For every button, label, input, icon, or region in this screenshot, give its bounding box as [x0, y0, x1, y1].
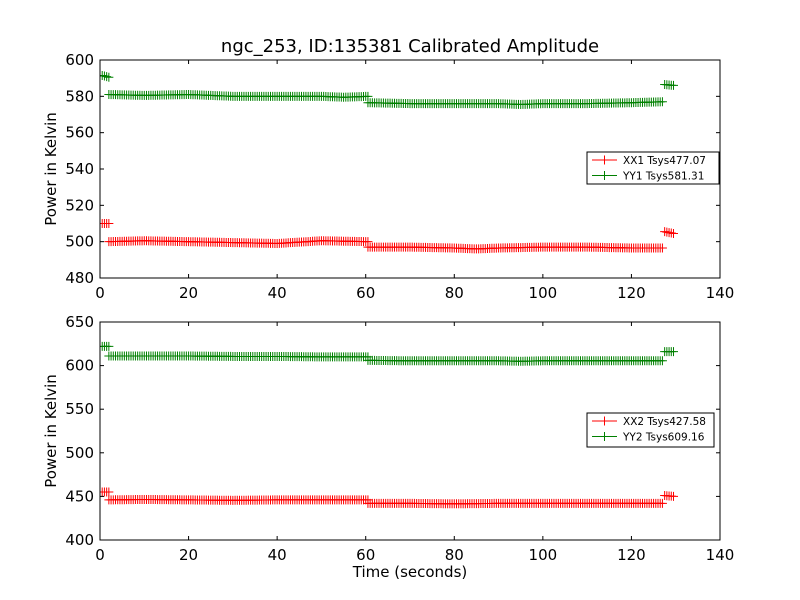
- legend-box: [586, 151, 720, 185]
- chart-title: ngc_253, ID:135381 Calibrated Amplitude: [221, 36, 599, 57]
- y-tick-label: 400: [65, 531, 94, 549]
- data-point: [669, 347, 678, 357]
- data-point: [104, 341, 114, 351]
- x-tick-label: 140: [706, 284, 735, 302]
- y-tick-label: 450: [65, 487, 94, 505]
- series-yy1: [100, 70, 678, 110]
- x-tick-label: 120: [617, 546, 646, 564]
- data-point: [669, 80, 678, 90]
- legend-marker: [600, 171, 609, 180]
- y-tick-label: 480: [65, 269, 94, 287]
- data-point: [102, 72, 112, 82]
- x-tick-label: 40: [268, 546, 287, 564]
- legend-label: XX1 Tsys477.07: [623, 155, 706, 167]
- x-tick-label: 0: [95, 284, 105, 302]
- legend-marker: [600, 432, 609, 441]
- y-tick-label: 540: [65, 160, 94, 178]
- data-point: [104, 219, 114, 228]
- data-point: [657, 356, 667, 366]
- data-point: [669, 228, 678, 238]
- legend: XX2 Tsys427.58 YY2 Tsys609.16: [586, 412, 715, 448]
- y-tick-label: 650: [65, 313, 94, 331]
- data-point: [657, 243, 667, 253]
- legend: XX1 Tsys477.07 YY1 Tsys581.31: [586, 151, 720, 185]
- data-point: [104, 487, 114, 497]
- y-tick-label: 500: [65, 444, 94, 462]
- series-xx2: [100, 487, 678, 509]
- series-xx1: [100, 219, 678, 254]
- legend-box: [586, 412, 715, 448]
- x-tick-label: 140: [706, 546, 735, 564]
- legend-label: XX2 Tsys427.58: [623, 416, 706, 428]
- series-yy2: [100, 341, 678, 366]
- chart-panel-2: 0 20 40 60 80 100 120 140 400 450 500 550 600 650 Powe…: [42, 313, 734, 581]
- legend-label: YY1 Tsys581.31: [622, 171, 704, 183]
- y-axis-label: Power in Kelvin: [42, 374, 60, 488]
- legend-marker: [600, 155, 609, 165]
- data-point: [100, 70, 107, 80]
- x-tick-label: 120: [617, 284, 646, 302]
- y-tick-label: 500: [65, 233, 94, 251]
- y-tick-label: 560: [65, 124, 94, 142]
- y-axis-label: Power in Kelvin: [42, 112, 60, 226]
- chart-panel-1: 0 20 40 60 80 100 120 140 480 500 520 540 560 580 600 n…: [42, 36, 734, 302]
- x-tick-label: 80: [445, 284, 464, 302]
- data-point: [657, 498, 667, 508]
- y-tick-label: 600: [65, 357, 94, 375]
- x-tick-label: 60: [356, 284, 375, 302]
- axes-frame: [99, 321, 721, 541]
- x-axis-label: Time (seconds): [352, 563, 468, 581]
- x-tick-label: 100: [529, 284, 558, 302]
- y-tick-label: 550: [65, 400, 94, 418]
- y-tick-label: 600: [65, 51, 94, 69]
- legend-marker: [600, 416, 609, 426]
- y-tick-label: 580: [65, 87, 94, 105]
- y-tick-label: 520: [65, 196, 94, 214]
- x-tick-label: 20: [179, 284, 198, 302]
- x-tick-label: 60: [356, 546, 375, 564]
- x-tick-label: 20: [179, 546, 198, 564]
- data-point: [657, 97, 667, 107]
- data-point: [100, 71, 109, 81]
- legend-label: YY2 Tsys609.16: [622, 432, 705, 444]
- data-point: [104, 72, 114, 82]
- x-tick-label: 100: [529, 546, 558, 564]
- x-tick-label: 0: [95, 546, 105, 564]
- data-point: [669, 491, 678, 501]
- x-tick-label: 80: [445, 546, 464, 564]
- x-tick-label: 40: [268, 284, 287, 302]
